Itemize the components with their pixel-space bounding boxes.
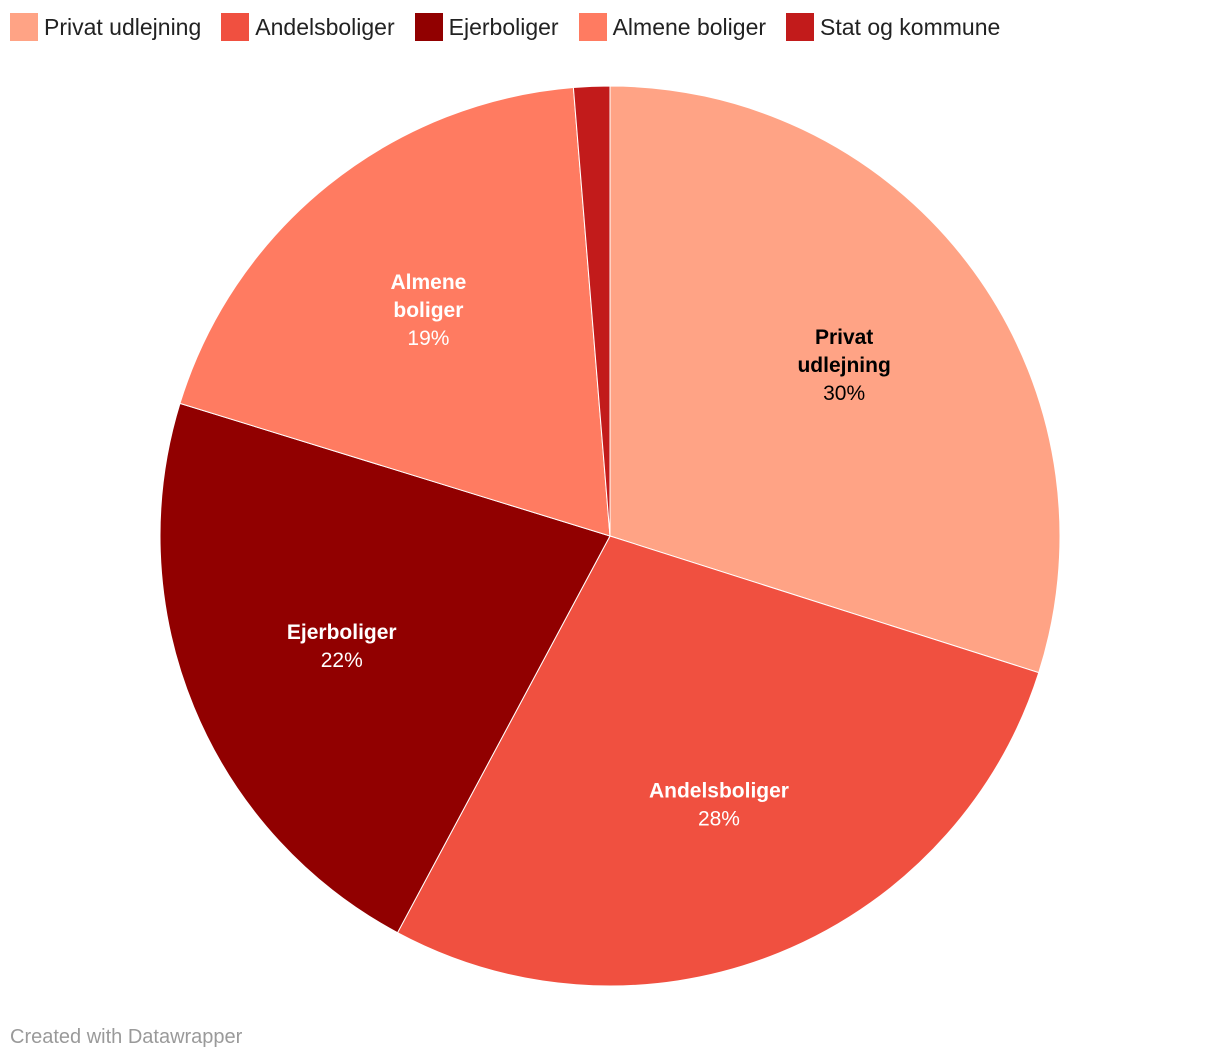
slice-label-name: Privat xyxy=(815,326,873,349)
slice-label-name: Ejerboliger xyxy=(287,621,397,644)
slice-label-value: 30% xyxy=(823,382,865,405)
slice-label-andelsboliger: Andelsboliger 28% xyxy=(649,780,789,831)
legend-item-ejerboliger: Ejerboliger xyxy=(414,13,559,41)
legend-swatch xyxy=(10,13,38,41)
legend-label: Ejerboliger xyxy=(448,14,559,40)
pie-slice-privat-udlejning xyxy=(609,85,1061,674)
slice-label-ejerboliger: Ejerboliger 22% xyxy=(287,621,397,672)
pie-slice-stat-og-kommune xyxy=(572,85,611,537)
slice-label-almene-boliger: Almene boliger 19% xyxy=(390,271,466,350)
slice-label-name: udlejning xyxy=(797,354,890,377)
legend-swatch xyxy=(578,13,607,41)
slice-label-name: Andelsboliger xyxy=(649,780,789,803)
datawrapper-credit: Created with Datawrapper xyxy=(10,1026,243,1048)
slice-label-value: 28% xyxy=(698,808,740,831)
pie-slice-andelsboliger xyxy=(396,535,1040,987)
slice-label-value: 22% xyxy=(321,649,363,672)
legend-label: Andelsboliger xyxy=(255,14,395,40)
legend-swatch xyxy=(414,13,443,41)
legend-label: Stat og kommune xyxy=(820,14,1001,40)
slice-label-name: boliger xyxy=(393,299,463,322)
legend-item-almene-boliger: Almene boliger xyxy=(578,13,767,41)
legend-swatch xyxy=(786,13,815,41)
legend-item-andelsboliger: Andelsboliger xyxy=(221,13,395,41)
legend-swatch xyxy=(221,13,250,41)
slice-label-value: 19% xyxy=(407,327,449,350)
pie-slice-ejerboliger xyxy=(159,402,611,934)
slice-label-name: Almene xyxy=(390,271,466,294)
legend-item-privat-udlejning: Privat udlejning xyxy=(10,13,201,41)
legend-label: Privat udlejning xyxy=(44,14,202,40)
slice-label-privat-udlejning: Privat udlejning 30% xyxy=(797,326,890,405)
pie-slice-almene-boliger xyxy=(179,86,611,537)
legend-label: Almene boliger xyxy=(612,14,767,40)
legend-item-stat-og-kommune: Stat og kommune xyxy=(786,13,1000,41)
chart-legend: Privat udlejning Andelsboliger Ejerbolig… xyxy=(10,13,1000,41)
